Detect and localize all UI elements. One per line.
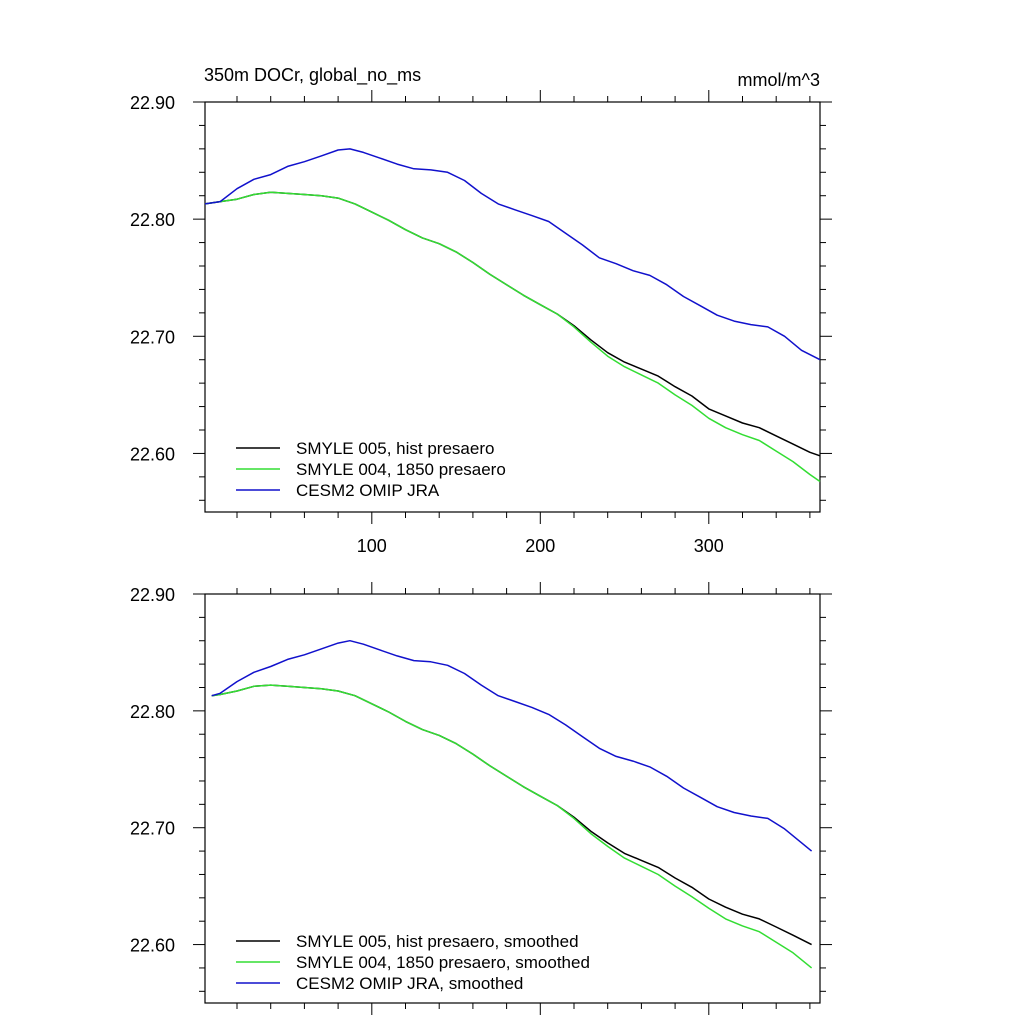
legend-label: SMYLE 005, hist presaero bbox=[296, 439, 494, 458]
y-tick-label: 22.60 bbox=[130, 936, 175, 956]
y-tick-label: 22.60 bbox=[130, 444, 175, 464]
x-tick-label: 300 bbox=[694, 536, 724, 556]
series-line bbox=[204, 191, 821, 483]
top-chart-panel: 100 200 300 22.60 22.70 22.80 22.90 SMYLE 005, … bbox=[130, 90, 832, 556]
top-chart-units: mmol/m^3 bbox=[738, 70, 820, 90]
legend-label: CESM2 OMIP JRA, smoothed bbox=[296, 974, 523, 993]
y-tick-label: 22.80 bbox=[130, 702, 175, 722]
x-tick-label: 200 bbox=[525, 536, 555, 556]
y-tick-label: 22.70 bbox=[130, 327, 175, 347]
plot-frame bbox=[204, 593, 821, 1004]
legend-label: CESM2 OMIP JRA bbox=[296, 481, 440, 500]
series-line bbox=[204, 148, 821, 361]
plot-frame bbox=[204, 101, 821, 513]
series-line bbox=[204, 191, 821, 457]
series-line bbox=[211, 684, 813, 969]
y-tick-label: 22.70 bbox=[130, 819, 175, 839]
y-tick-label: 22.90 bbox=[130, 585, 175, 605]
series-line bbox=[211, 684, 812, 946]
y-tick-label: 22.90 bbox=[130, 93, 175, 113]
series-line bbox=[211, 639, 813, 852]
bottom-chart-panel: 22.60 22.70 22.80 22.90 SMYLE 005, hist pres… bbox=[130, 582, 832, 1015]
top-chart-title: 350m DOCr, global_no_ms bbox=[204, 65, 421, 86]
x-tick-label: 100 bbox=[357, 536, 387, 556]
y-tick-label: 22.80 bbox=[130, 210, 175, 230]
legend-label: SMYLE 004, 1850 presaero bbox=[296, 460, 506, 479]
legend-label: SMYLE 005, hist presaero, smoothed bbox=[296, 932, 579, 951]
legend-label: SMYLE 004, 1850 presaero, smoothed bbox=[296, 953, 590, 972]
